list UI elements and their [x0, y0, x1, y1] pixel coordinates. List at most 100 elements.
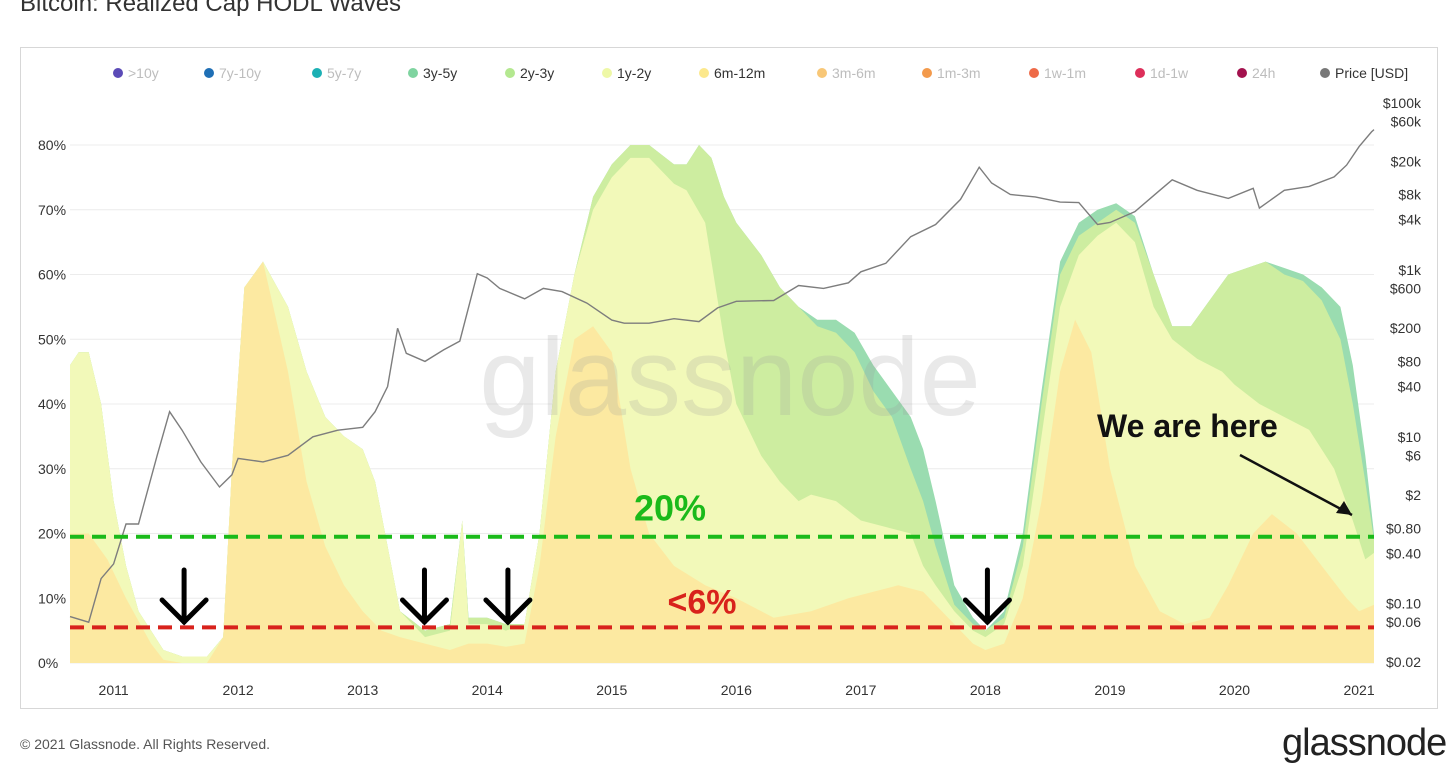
legend-swatch [408, 68, 418, 78]
callout-arrow-head [1336, 501, 1352, 515]
annotations: We are here [159, 408, 1353, 626]
legend-swatch [1237, 68, 1247, 78]
y-right-tick-label: $600 [1390, 280, 1421, 296]
x-tick-label: 2012 [223, 682, 254, 698]
y-left-tick-label: 70% [38, 202, 66, 218]
legend-item-Price [USD]: Price [USD] [1320, 65, 1408, 81]
legend-label: 6m-12m [714, 65, 765, 81]
y-right-tick-label: $6 [1405, 447, 1421, 463]
x-tick-label: 2020 [1219, 682, 1250, 698]
y-right-tick-label: $1k [1398, 262, 1422, 278]
axes: 0% 10% 20% 30% 40% 50% 60% 70% 80% $100k $60k $20k $… [38, 95, 1422, 698]
x-tick-label: 2014 [472, 682, 503, 698]
down-arrow-head [399, 597, 449, 626]
y-right-tick-label: $0.80 [1386, 520, 1421, 536]
legend-item-3y-5y: 3y-5y [408, 65, 457, 81]
x-tick-label: 2013 [347, 682, 378, 698]
price-line [69, 129, 1375, 624]
y-left-tick-label: 50% [38, 331, 66, 347]
copyright-footer: © 2021 Glassnode. All Rights Reserved. [20, 736, 271, 752]
y-left-tick-label: 60% [38, 267, 66, 283]
y-right-tick-label: $4k [1398, 212, 1422, 228]
y-left-tick-label: 20% [38, 526, 66, 542]
legend-swatch [1029, 68, 1039, 78]
glassnode-logo: glassnode [1282, 722, 1447, 764]
legend-swatch [602, 68, 612, 78]
x-tick-label: 2018 [970, 682, 1001, 698]
legend-label: 3y-5y [423, 65, 457, 81]
legend-label: 5y-7y [327, 65, 361, 81]
legend-label: 1y-2y [617, 65, 651, 81]
legend-item-1m-3m: 1m-3m [922, 65, 981, 81]
y-right-tick-label: $100k [1383, 95, 1422, 111]
legend-item-2y-3y: 2y-3y [505, 65, 554, 81]
y-right-tick-label: $60k [1391, 114, 1422, 130]
legend-label: 1m-3m [937, 65, 981, 81]
area-6m-12m [70, 261, 1374, 663]
y-right-tick-label: $8k [1398, 187, 1422, 203]
threshold-label-6: <6% [668, 583, 737, 621]
chart-title: Bitcoin: Realized Cap HODL Waves [20, 0, 402, 17]
legend: >10y 7y-10y 5y-7y 3y-5y 2y-3y 1y-2y 6m-12m 3m-6… [113, 65, 1408, 81]
down-arrow-head [962, 597, 1012, 626]
y-right-tick-label: $10 [1398, 429, 1422, 445]
down-arrow-icon [159, 567, 209, 626]
legend-swatch [113, 68, 123, 78]
x-tick-label: 2016 [721, 682, 752, 698]
legend-label: 7y-10y [219, 65, 261, 81]
legend-label: Price [USD] [1335, 65, 1408, 81]
y-right-tick-label: $40 [1398, 379, 1422, 395]
watermark-text: glassnode [479, 316, 981, 439]
y-right-tick-label: $0.10 [1386, 596, 1421, 612]
legend-swatch [1135, 68, 1145, 78]
threshold-lines: 20% <6% [70, 488, 1374, 630]
y-right-tick-label: $0.02 [1386, 654, 1421, 670]
legend-item-5y-7y: 5y-7y [312, 65, 361, 81]
legend-swatch [1320, 68, 1330, 78]
legend-swatch [204, 68, 214, 78]
legend-swatch [505, 68, 515, 78]
down-arrow-head [159, 597, 209, 626]
hodl-waves-chart: glassnode 20% <6% 0% 10% 20% 30% 40% 50% 60% 70%… [38, 65, 1422, 698]
legend-item->10y: >10y [113, 65, 159, 81]
legend-label: 1w-1m [1044, 65, 1086, 81]
y-left-tick-label: 30% [38, 461, 66, 477]
y-left-tick-label: 0% [38, 655, 58, 671]
legend-label: >10y [128, 65, 159, 81]
legend-label: 24h [1252, 65, 1275, 81]
legend-item-6m-12m: 6m-12m [699, 65, 765, 81]
legend-swatch [922, 68, 932, 78]
down-arrow-icon [399, 567, 449, 626]
y-right-tick-label: $80 [1398, 353, 1422, 369]
legend-item-1y-2y: 1y-2y [602, 65, 651, 81]
x-tick-label: 2011 [99, 682, 129, 698]
price-series [69, 129, 1375, 624]
y-right-tick-label: $200 [1390, 320, 1421, 336]
legend-item-7y-10y: 7y-10y [204, 65, 261, 81]
y-right-tick-label: $0.40 [1386, 545, 1421, 561]
y-right-tick-label: $2 [1405, 487, 1421, 503]
x-tick-label: 2019 [1094, 682, 1125, 698]
legend-item-3m-6m: 3m-6m [817, 65, 876, 81]
y-right-tick-label: $0.06 [1386, 614, 1421, 630]
callout-text: We are here [1097, 408, 1278, 444]
legend-swatch [699, 68, 709, 78]
y-left-tick-label: 40% [38, 396, 66, 412]
legend-label: 3m-6m [832, 65, 876, 81]
y-left-tick-label: 10% [38, 590, 66, 606]
legend-label: 2y-3y [520, 65, 554, 81]
x-tick-label: 2015 [596, 682, 627, 698]
x-tick-label: 2017 [845, 682, 876, 698]
legend-item-1w-1m: 1w-1m [1029, 65, 1086, 81]
legend-swatch [817, 68, 827, 78]
threshold-label-20: 20% [634, 488, 706, 529]
down-arrow-icon [962, 567, 1012, 626]
y-left-tick-label: 80% [38, 137, 66, 153]
y-right-tick-label: $20k [1391, 153, 1422, 169]
down-arrow-head [483, 597, 533, 626]
down-arrow-icon [483, 567, 533, 626]
legend-item-24h: 24h [1237, 65, 1275, 81]
legend-label: 1d-1w [1150, 65, 1189, 81]
legend-swatch [312, 68, 322, 78]
legend-item-1d-1w: 1d-1w [1135, 65, 1189, 81]
